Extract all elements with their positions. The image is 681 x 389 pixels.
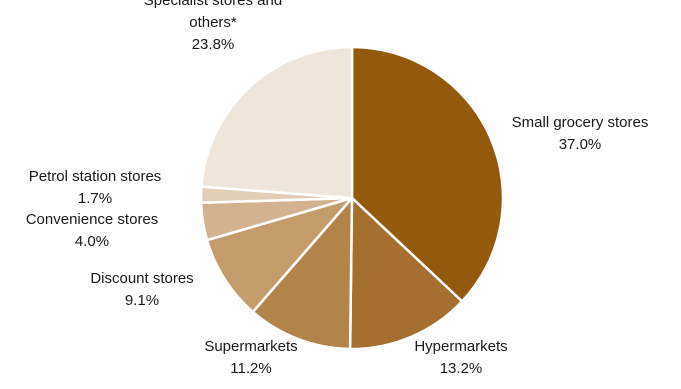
slice-percent: 11.2% (230, 360, 271, 377)
slice-name: Discount stores (90, 270, 193, 287)
slice-percent: 13.2% (440, 360, 483, 377)
slice-label: Supermarkets 11.2% (204, 338, 297, 377)
slice-percent: 23.8% (192, 36, 235, 53)
slice-label: Specialist stores and others* 23.8% (144, 0, 282, 53)
slice-label: Hypermarkets 13.2% (414, 338, 507, 377)
pie-slice (200, 45, 354, 200)
slice-percent: 1.7% (78, 190, 112, 207)
slice-percent: 4.0% (75, 233, 109, 250)
pie-slice (348, 196, 464, 351)
slice-label: Petrol station stores 1.7% (29, 168, 162, 207)
slice-name: Small grocery stores (512, 114, 649, 131)
slice-label: Convenience stores 4.0% (26, 211, 159, 250)
slice-label: Discount stores 9.1% (90, 270, 193, 309)
slice-name: Petrol station stores (29, 168, 162, 185)
slice-name: Supermarkets (204, 338, 297, 355)
pie-slice (251, 196, 354, 351)
slice-percent: 37.0% (559, 136, 602, 153)
slice-percent: 9.1% (125, 292, 159, 309)
pie-slices (199, 45, 505, 351)
pie-slice (350, 45, 505, 303)
slice-name: Convenience stores (26, 211, 159, 228)
slice-label: Small grocery stores 37.0% (512, 114, 649, 153)
slice-name: others* (189, 14, 237, 31)
pie-slice (205, 196, 354, 314)
slice-name: Specialist stores and (144, 0, 282, 9)
slice-name: Hypermarkets (414, 338, 507, 355)
pie-labels: Small grocery stores 37.0% Hypermarkets 13.… (26, 0, 649, 377)
